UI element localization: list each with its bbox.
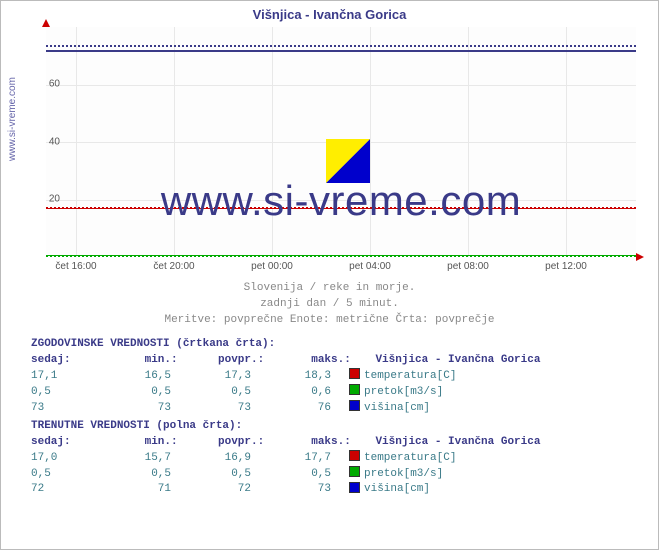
table-row: 17,015,716,917,7 temperatura[C] (31, 451, 651, 467)
x-tick-label: pet 04:00 (349, 261, 391, 272)
subtitle-line: Meritve: povprečne Enote: metrične Črta:… (164, 314, 494, 326)
data-tables: ZGODOVINSKE VREDNOSTI (črtkana črta): se… (1, 331, 651, 498)
page-container: www.si-vreme.com Višnjica - Ivančna Gori… (0, 0, 659, 550)
col-sedaj: sedaj: (31, 353, 101, 369)
cell-povpr: 0,5 (181, 385, 261, 401)
legend-swatch-icon (349, 482, 360, 493)
cell-metric: temperatura[C] (364, 369, 456, 385)
cell-maks: 18,3 (261, 369, 349, 385)
gridline-v (76, 27, 77, 257)
y-tick-label: 20 (49, 194, 60, 205)
gridline-v (370, 27, 371, 257)
x-axis-arrow-icon (636, 253, 644, 261)
col-povpr: povpr.: (194, 353, 274, 369)
series-pretok-solid (46, 255, 636, 256)
cell-sedaj: 0,5 (31, 467, 101, 483)
cell-min: 0,5 (101, 467, 181, 483)
col-station: Višnjica - Ivančna Gorica (375, 353, 540, 369)
cell-maks: 73 (261, 482, 349, 498)
legend-swatch-icon (349, 384, 360, 395)
y-tick-label: 60 (49, 79, 60, 90)
gridline-h (46, 200, 636, 201)
gridline-v (566, 27, 567, 257)
col-station: Višnjica - Ivančna Gorica (375, 435, 540, 451)
subtitle-line: zadnji dan / 5 minut. (260, 298, 399, 310)
col-min: min.: (108, 353, 188, 369)
cell-sedaj: 17,0 (31, 451, 101, 467)
table-row: 72717273višina[cm] (31, 482, 651, 498)
cell-povpr: 73 (181, 401, 261, 417)
series-visina-solid (46, 50, 636, 52)
subtitle-line: Slovenija / reke in morje. (244, 282, 416, 294)
historic-header: ZGODOVINSKE VREDNOSTI (črtkana črta): (31, 337, 651, 353)
x-tick-label: čet 16:00 (55, 261, 96, 272)
cell-metric: pretok[m3/s] (364, 385, 443, 401)
cell-povpr: 16,9 (181, 451, 261, 467)
watermark-logo-icon (326, 139, 370, 183)
series-visina-dotted (46, 45, 636, 47)
cell-povpr: 72 (181, 482, 261, 498)
gridline-v (174, 27, 175, 257)
table-row: 73737376višina[cm] (31, 401, 651, 417)
cell-min: 15,7 (101, 451, 181, 467)
legend-swatch-icon (349, 400, 360, 411)
legend-swatch-icon (349, 368, 360, 379)
cell-povpr: 17,3 (181, 369, 261, 385)
watermark-text: www.si-vreme.com (46, 177, 636, 225)
col-min: min.: (108, 435, 188, 451)
cell-sedaj: 72 (31, 482, 101, 498)
sidebar-watermark: www.si-vreme.com (7, 77, 18, 161)
gridline-v (468, 27, 469, 257)
chart-subtitle: Slovenija / reke in morje. zadnji dan / … (1, 281, 658, 329)
table-row: 0,50,50,50,5pretok[m3/s] (31, 467, 651, 483)
gridline-v (272, 27, 273, 257)
table-row: 17,116,517,318,3 temperatura[C] (31, 369, 651, 385)
col-sedaj: sedaj: (31, 435, 101, 451)
current-header: TRENUTNE VREDNOSTI (polna črta): (31, 419, 651, 435)
table-row: 0,50,50,50,6pretok[m3/s] (31, 385, 651, 401)
cell-min: 16,5 (101, 369, 181, 385)
x-tick-label: pet 08:00 (447, 261, 489, 272)
gridline-h (46, 85, 636, 86)
cell-maks: 76 (261, 401, 349, 417)
historic-col-headers: sedaj: min.: povpr.: maks.: Višnjica - I… (31, 353, 651, 369)
cell-sedaj: 0,5 (31, 385, 101, 401)
cell-metric: pretok[m3/s] (364, 467, 443, 483)
legend-swatch-icon (349, 466, 360, 477)
cell-maks: 0,6 (261, 385, 349, 401)
x-tick-label: pet 12:00 (545, 261, 587, 272)
cell-min: 0,5 (101, 385, 181, 401)
cell-metric: temperatura[C] (364, 451, 456, 467)
cell-sedaj: 73 (31, 401, 101, 417)
series-temp-solid (46, 208, 636, 209)
current-col-headers: sedaj: min.: povpr.: maks.: Višnjica - I… (31, 435, 651, 451)
cell-metric: višina[cm] (364, 401, 430, 417)
col-maks: maks.: (281, 353, 369, 369)
cell-maks: 0,5 (261, 467, 349, 483)
cell-povpr: 0,5 (181, 467, 261, 483)
legend-swatch-icon (349, 450, 360, 461)
chart-area: www.si-vreme.com Višnjica - Ivančna Gori… (1, 1, 658, 316)
cell-maks: 17,7 (261, 451, 349, 467)
col-maks: maks.: (281, 435, 369, 451)
cell-min: 73 (101, 401, 181, 417)
cell-sedaj: 17,1 (31, 369, 101, 385)
col-povpr: povpr.: (194, 435, 274, 451)
y-tick-label: 40 (49, 137, 60, 148)
cell-metric: višina[cm] (364, 482, 430, 498)
y-axis-arrow-icon (42, 19, 50, 27)
cell-min: 71 (101, 482, 181, 498)
x-tick-label: čet 20:00 (153, 261, 194, 272)
chart-title: Višnjica - Ivančna Gorica (1, 1, 658, 24)
x-tick-label: pet 00:00 (251, 261, 293, 272)
plot-region: www.si-vreme.com (46, 27, 636, 257)
